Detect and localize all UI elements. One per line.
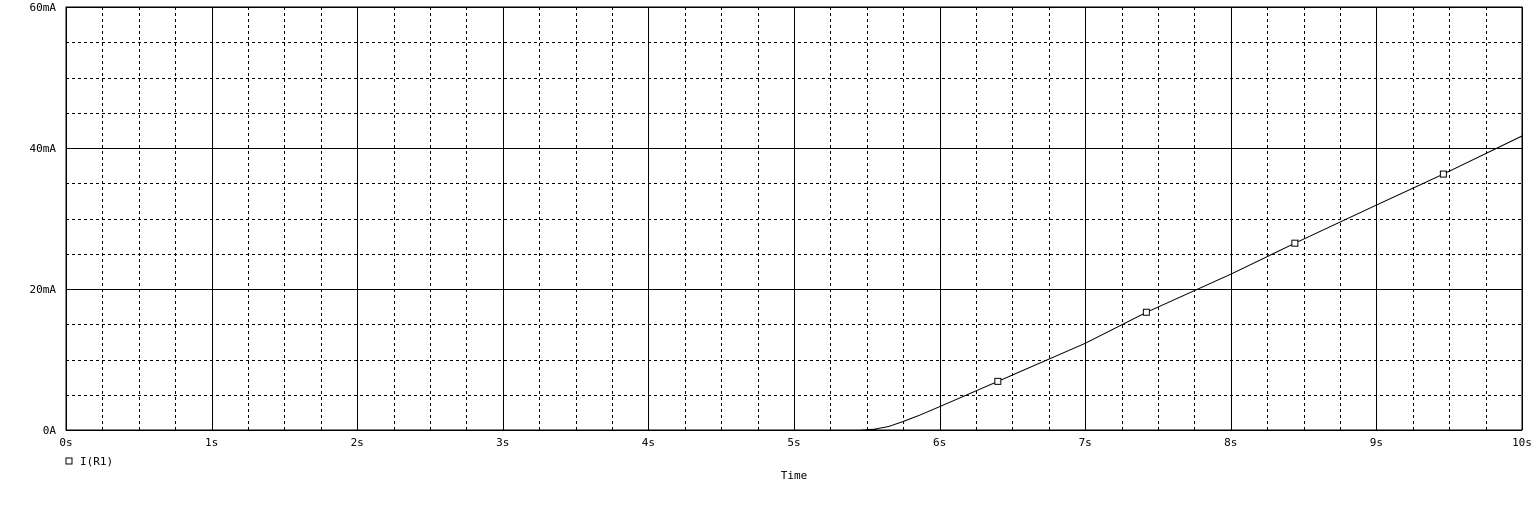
series-marker xyxy=(1142,308,1150,316)
series-marker xyxy=(994,377,1002,385)
y-tick-label: 20mA xyxy=(30,283,57,296)
x-tick-label: 2s xyxy=(351,436,364,449)
x-tick-label: 6s xyxy=(933,436,946,449)
legend-label: I(R1) xyxy=(80,455,113,468)
series-marker xyxy=(1439,170,1447,178)
y-axis-tick-labels: 0A 20mA 40mA 60mA xyxy=(30,1,57,437)
x-tick-label: 5s xyxy=(787,436,800,449)
series-layer xyxy=(859,135,1523,431)
x-tick-label: 7s xyxy=(1079,436,1092,449)
plot-frame xyxy=(65,6,1523,431)
x-tick-label: 10s xyxy=(1512,436,1532,449)
x-tick-label: 9s xyxy=(1370,436,1383,449)
x-tick-label: 0s xyxy=(59,436,72,449)
legend: I(R1) xyxy=(65,455,113,468)
x-axis-tick-labels: 0s 1s 2s 3s 4s 5s 6s 7s 8s 9s 10s xyxy=(59,436,1532,449)
x-tick-label: 8s xyxy=(1224,436,1237,449)
x-axis-label: Time xyxy=(781,469,808,482)
x-tick-label: 1s xyxy=(205,436,218,449)
y-tick-label: 0A xyxy=(43,424,57,437)
y-tick-label: 40mA xyxy=(30,142,57,155)
y-tick-label: 60mA xyxy=(30,1,57,14)
x-tick-label: 4s xyxy=(642,436,655,449)
series-marker xyxy=(1291,239,1299,247)
series-trace xyxy=(859,135,1523,431)
x-tick-label: 3s xyxy=(496,436,509,449)
legend-marker-icon xyxy=(65,457,73,465)
